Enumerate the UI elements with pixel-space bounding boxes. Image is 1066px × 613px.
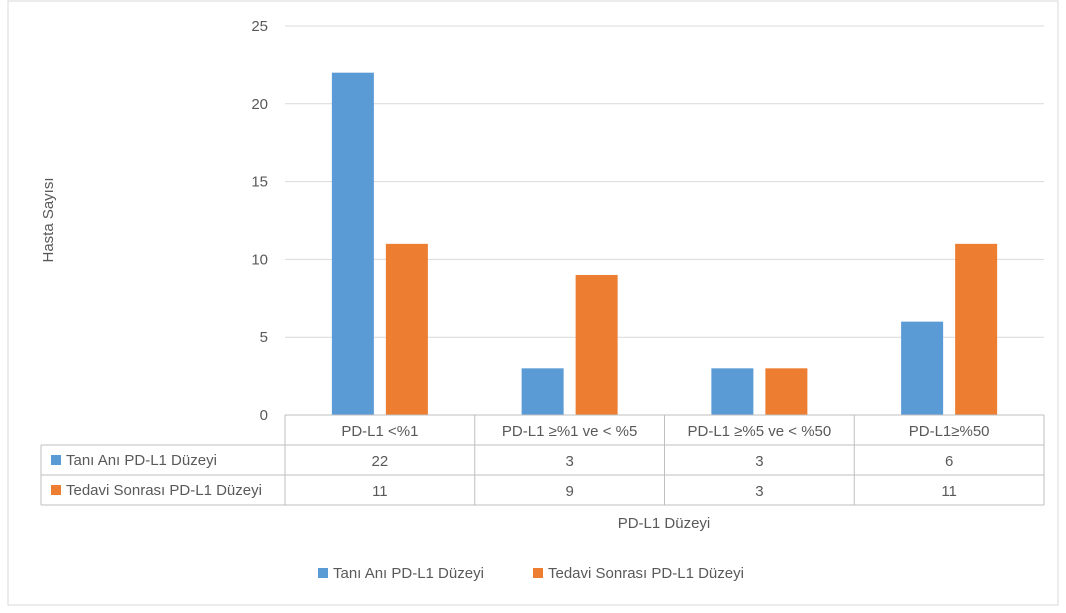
data-table: PD-L1 <%1 PD-L1 ≥%1 ve < %5 PD-L1 ≥%5 ve <… — [40, 414, 1045, 506]
y-tick-label: 15 — [251, 174, 268, 191]
bar — [331, 72, 374, 416]
table-legend-key — [51, 455, 61, 465]
bar — [521, 368, 564, 415]
data-label: 3 — [755, 453, 763, 470]
data-label: 9 — [565, 483, 573, 500]
bar — [765, 368, 808, 415]
x-tick-label: PD-L1≥%50 — [909, 423, 990, 440]
data-label: 11 — [372, 483, 388, 500]
legend: Tanı Anı PD-L1 Düzeyi Tedavi Sonrası PD-L… — [318, 565, 744, 582]
data-label: 11 — [941, 483, 957, 500]
data-label: 22 — [372, 453, 389, 470]
bar — [385, 243, 428, 415]
y-tick-label: 20 — [251, 96, 268, 113]
x-tick-label: PD-L1 ≥%1 ve < %5 — [502, 423, 637, 440]
bar — [955, 243, 998, 415]
data-label: 3 — [565, 453, 573, 470]
y-tick-label: 10 — [251, 251, 268, 268]
x-tick-label: PD-L1 ≥%5 ve < %50 — [688, 423, 832, 440]
legend-label: Tanı Anı PD-L1 Düzeyi — [333, 565, 484, 582]
table-row-label: Tanı Anı PD-L1 Düzeyi — [66, 452, 217, 469]
y-tick-label: 25 — [251, 18, 268, 35]
chart-border — [7, 0, 1059, 606]
legend-label: Tedavi Sonrası PD-L1 Düzeyi — [548, 565, 744, 582]
data-label: 3 — [755, 483, 763, 500]
x-axis-title: PD-L1 Düzeyi — [618, 515, 711, 532]
bars — [331, 72, 998, 416]
table-legend-key — [51, 485, 61, 495]
y-axis-title: Hasta Sayısı — [40, 177, 57, 262]
legend-swatch — [533, 568, 543, 578]
data-label: 6 — [945, 453, 953, 470]
bar — [711, 368, 754, 415]
table-row-label: Tedavi Sonrası PD-L1 Düzeyi — [66, 482, 262, 499]
bar — [575, 274, 618, 415]
y-tick-label: 5 — [260, 329, 268, 346]
bar — [901, 321, 944, 415]
y-axis-ticks: 0 5 10 15 20 25 — [251, 18, 268, 424]
legend-swatch — [318, 568, 328, 578]
x-tick-label: PD-L1 <%1 — [341, 423, 418, 440]
y-tick-label: 0 — [260, 407, 268, 424]
